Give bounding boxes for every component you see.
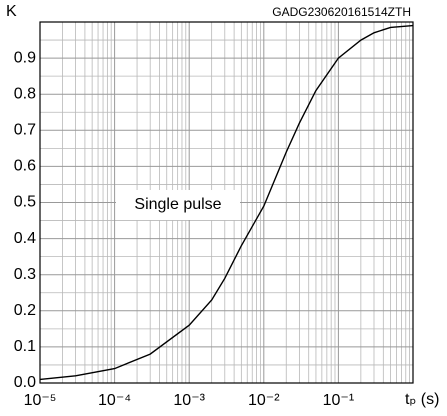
y-tick-label: 0.2: [14, 302, 36, 319]
y-tick-label: 0.6: [14, 158, 36, 175]
y-tick-label: 0.9: [14, 49, 36, 66]
y-tick-label: 0.8: [14, 85, 36, 102]
x-axis-label: tₚ (s): [405, 391, 439, 408]
annotation: Single pulse: [134, 196, 221, 213]
annotation-box: [116, 190, 240, 220]
y-tick-label: 0.0: [14, 374, 36, 391]
x-tick-label: 10⁻³: [173, 392, 205, 409]
y-tick-label: 0.1: [14, 338, 36, 355]
line: [39, 24, 414, 381]
y-tick-label: 0.3: [14, 266, 36, 283]
plot-frame: [39, 21, 414, 384]
x-tick-label: 10⁻⁴: [98, 392, 131, 409]
y-tick-label: 0.5: [14, 194, 36, 211]
y-tick-label: 0.4: [14, 230, 36, 247]
code-label: GADG230620161514ZTH: [272, 5, 411, 19]
y-tick-label: 0.7: [14, 122, 36, 139]
y-axis-label: K: [6, 3, 17, 20]
x-tick-label: 10⁻⁵: [24, 392, 57, 409]
x-tick-label: 10⁻¹: [323, 392, 355, 409]
x-tick-label: 10⁻²: [248, 392, 280, 409]
